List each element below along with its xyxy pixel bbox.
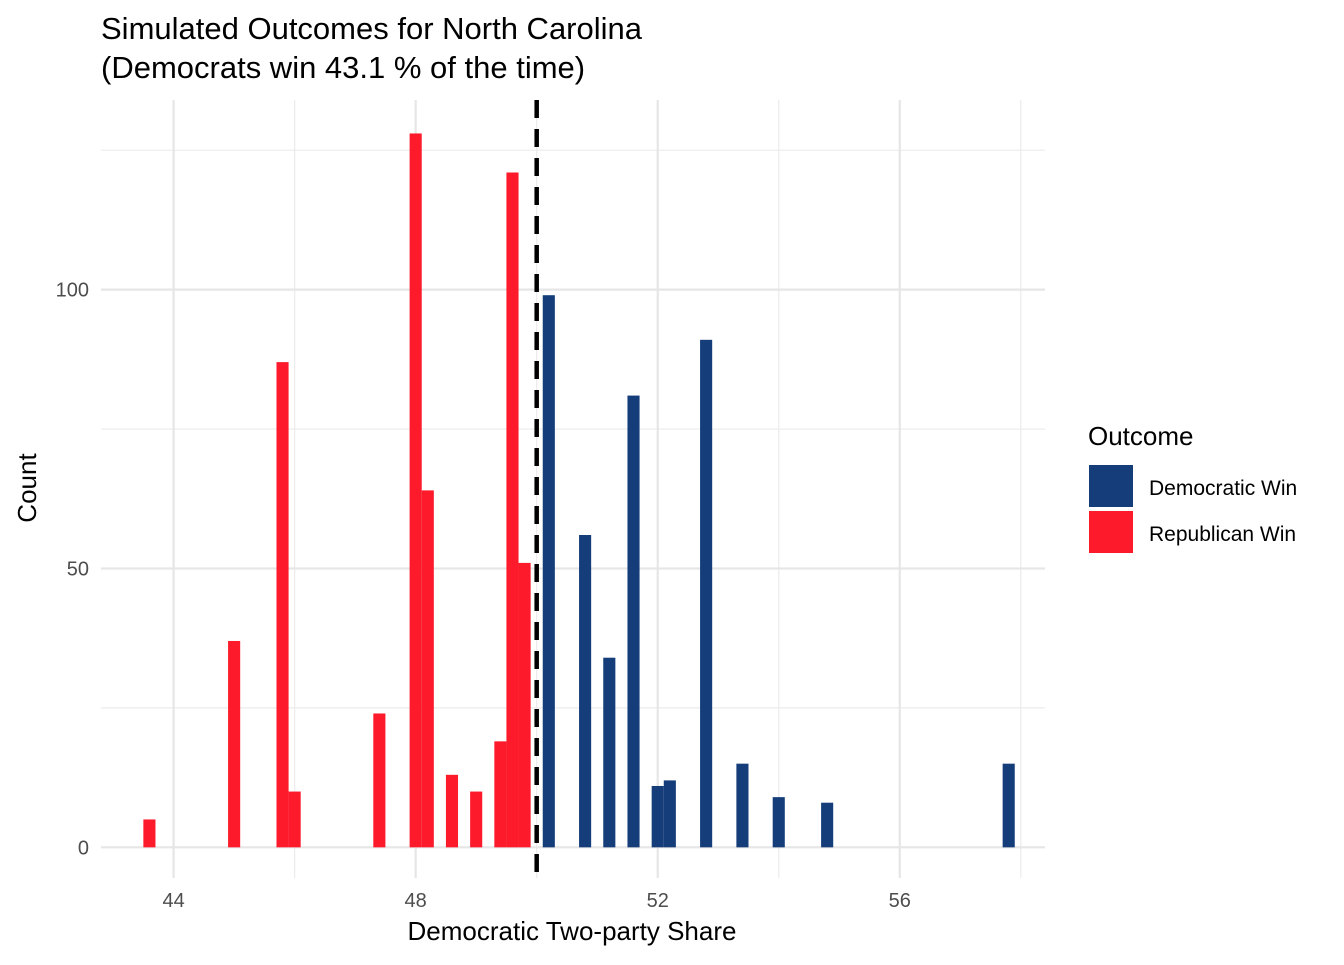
x-tick-label: 52 (647, 890, 669, 912)
x-tick-label: 44 (162, 890, 184, 912)
republican-win-bar (494, 741, 507, 848)
democratic-win-bar (1002, 763, 1015, 848)
republican-win-bar (421, 490, 434, 848)
democratic-win-bar (700, 339, 713, 848)
republican-win-bar (276, 362, 289, 848)
chart-title-line-2: (Democrats win 43.1 % of the time) (101, 50, 585, 85)
democratic-win-bar (579, 535, 592, 848)
republican-win-bar (409, 133, 422, 848)
grid-layer (101, 100, 1045, 878)
republican-win-bar (518, 562, 531, 848)
republican-win-bar (373, 713, 386, 848)
y-axis-label: Count (12, 453, 42, 523)
legend-label-democratic: Democratic Win (1149, 477, 1297, 500)
democratic-win-bar (663, 780, 676, 848)
republican-win-bar (288, 791, 301, 848)
republican-win-bar (506, 172, 519, 848)
bars-layer (143, 133, 1015, 848)
y-tick-label: 0 (78, 837, 89, 859)
legend-title: Outcome (1088, 421, 1194, 451)
democratic-win-bar (736, 763, 749, 848)
axis-layer: 44 48 52 56 0 50 100 (56, 280, 911, 912)
republican-win-bar (470, 791, 483, 848)
y-tick-label: 50 (67, 558, 89, 580)
democratic-win-bar (603, 657, 616, 848)
y-tick-label: 100 (56, 280, 89, 302)
republican-win-bar (143, 819, 156, 848)
democratic-win-bar (627, 395, 640, 848)
democratic-win-bar (772, 797, 785, 848)
x-tick-label: 56 (889, 890, 911, 912)
democratic-win-bar (542, 295, 555, 848)
republican-win-bar (228, 640, 241, 848)
legend: Outcome Democratic Win Republican Win (1088, 421, 1297, 553)
republican-win-bar (445, 774, 459, 848)
chart-title-line-1: Simulated Outcomes for North Carolina (101, 11, 643, 46)
x-tick-label: 48 (405, 890, 427, 912)
x-axis-label: Democratic Two-party Share (408, 916, 737, 946)
legend-swatch-democratic (1089, 465, 1133, 507)
democratic-win-bar (651, 785, 664, 848)
democratic-win-bar (821, 802, 834, 848)
legend-label-republican: Republican Win (1149, 523, 1296, 546)
legend-swatch-republican (1089, 511, 1133, 553)
